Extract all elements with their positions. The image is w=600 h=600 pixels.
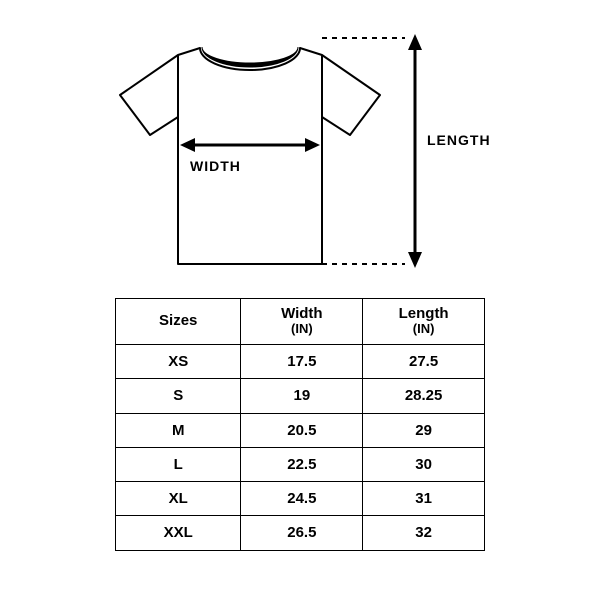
length-cell: 30 [363,447,485,481]
length-arrow [408,34,422,268]
width-cell: 17.5 [241,345,363,379]
tshirt-diagram: WIDTH LENGTH [0,0,600,290]
length-cell: 31 [363,482,485,516]
width-cell: 22.5 [241,447,363,481]
col-header-sizes: Sizes [116,299,241,345]
width-cell: 19 [241,379,363,413]
table-row: M 20.5 29 [116,413,485,447]
length-cell: 28.25 [363,379,485,413]
size-cell: S [116,379,241,413]
length-cell: 29 [363,413,485,447]
table-row: L 22.5 30 [116,447,485,481]
width-label: WIDTH [190,158,241,174]
size-cell: L [116,447,241,481]
table-row: XXL 26.5 32 [116,516,485,550]
size-cell: XS [116,345,241,379]
col-header-sizes-label: Sizes [159,312,197,329]
table-row: XS 17.5 27.5 [116,345,485,379]
tshirt-outline [120,48,380,264]
table-row: XL 24.5 31 [116,482,485,516]
length-cell: 27.5 [363,345,485,379]
col-header-length-sub: (IN) [369,322,478,337]
width-cell: 20.5 [241,413,363,447]
length-label: LENGTH [427,132,491,148]
col-header-length-label: Length [399,305,449,322]
size-table-area: Sizes Width (IN) Length (IN) XS 17.5 27.… [0,290,600,551]
col-header-width-sub: (IN) [247,322,356,337]
col-header-width: Width (IN) [241,299,363,345]
size-cell: XL [116,482,241,516]
length-cell: 32 [363,516,485,550]
table-header-row: Sizes Width (IN) Length (IN) [116,299,485,345]
table-row: S 19 28.25 [116,379,485,413]
size-table: Sizes Width (IN) Length (IN) XS 17.5 27.… [115,298,485,551]
width-cell: 24.5 [241,482,363,516]
size-cell: XXL [116,516,241,550]
col-header-length: Length (IN) [363,299,485,345]
width-cell: 26.5 [241,516,363,550]
col-header-width-label: Width [281,305,323,322]
size-cell: M [116,413,241,447]
tshirt-svg [0,0,600,290]
